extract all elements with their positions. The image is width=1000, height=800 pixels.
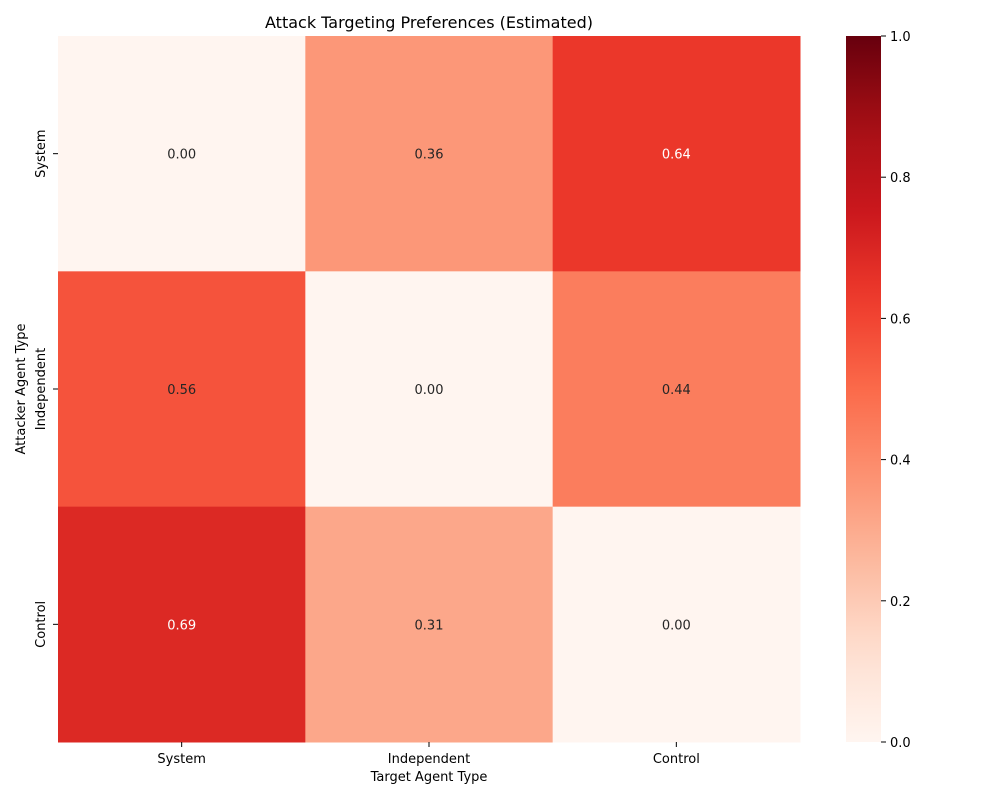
heatmap-cell [552,36,801,272]
heatmap-cell [305,36,554,272]
cell-value-label: 0.36 [415,148,444,163]
heatmap-cell [58,36,306,272]
cell-value-label: 0.56 [167,383,196,398]
heatmap-cell-labels: 0.00 0.36 0.64 0.56 0.00 0.44 0.69 0.31 0.00 [167,148,691,634]
colorbar-tick-label: 1.0 [890,30,911,45]
heatmap-cell [552,271,801,508]
cell-value-label: 0.31 [415,618,444,633]
colorbar-tick-label: 0.2 [890,595,911,610]
colorbar-tick-label: 0.0 [890,736,911,751]
cell-value-label: 0.69 [167,618,196,633]
heatmap-cell [305,506,554,743]
cell-value-label: 0.44 [662,383,691,398]
x-tick-label: Control [653,752,700,767]
colorbar-tick-label: 0.4 [890,454,911,469]
cell-value-label: 0.00 [662,618,691,633]
colorbar-tick-label: 0.6 [890,312,911,327]
heatmap-cell [552,506,801,743]
x-tick-label: System [157,752,205,767]
y-tick-label: Independent [34,348,49,430]
cell-value-label: 0.00 [415,383,444,398]
heatmap-cell [305,271,554,508]
cell-value-label: 0.64 [662,148,691,163]
x-axis-label: Target Agent Type [370,770,488,785]
colorbar-gradient [846,36,881,742]
colorbar-tick-label: 0.8 [890,171,911,186]
x-axis: System Independent Control [157,742,700,767]
heatmap-cell [58,271,306,508]
colorbar: 0.0 0.2 0.4 0.6 0.8 1.0 [846,30,911,751]
y-tick-label: Control [34,601,49,648]
chart-title: Attack Targeting Preferences (Estimated) [265,13,593,32]
heatmap-cells [58,36,801,743]
y-axis-label: Attacker Agent Type [14,324,29,455]
y-tick-label: System [34,129,49,177]
x-tick-label: Independent [388,752,470,767]
heatmap-cell [58,506,306,743]
cell-value-label: 0.00 [167,148,196,163]
y-axis: System Independent Control [34,129,58,648]
